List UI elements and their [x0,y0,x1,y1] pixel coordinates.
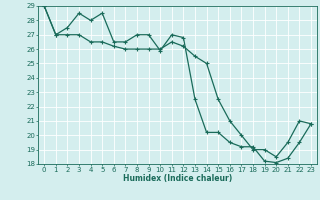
X-axis label: Humidex (Indice chaleur): Humidex (Indice chaleur) [123,174,232,183]
